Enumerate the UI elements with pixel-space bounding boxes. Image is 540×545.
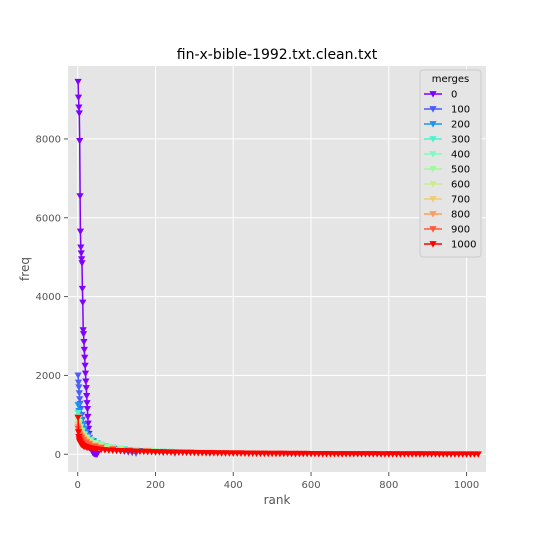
legend-marker-800 [429,211,437,218]
legend-label-600: 600 [451,180,470,191]
series-1000 [74,414,482,458]
y-tick-label: 2000 [36,371,61,382]
y-tick-label: 8000 [36,134,61,145]
series-point-0 [77,250,85,257]
legend-marker-600 [429,181,437,188]
series-point-0 [79,327,87,334]
x-tick-label: 200 [146,480,165,491]
series-point-0 [82,385,90,392]
legend-label-500: 500 [451,165,470,176]
series-point-0 [77,244,85,251]
series-point-0 [78,285,86,293]
legend-label-300: 300 [451,135,470,146]
series-point-0 [84,413,92,421]
plot-area-background [68,66,486,472]
legend-label-200: 200 [451,120,470,131]
legend-marker-200 [429,121,437,128]
series-point-0 [80,346,88,354]
x-tick-label: 1000 [454,480,479,491]
series-point-0 [74,78,82,86]
legend-marker-100 [429,106,437,113]
series-point-0 [74,94,83,102]
axes-layer: 0 200 400 600 800 1000 0 2000 4000 6000 8000 [36,134,480,491]
series-point-100 [75,390,83,397]
y-tick-label: 6000 [36,213,61,224]
legend-label-400: 400 [451,150,470,161]
series-point-0 [76,193,84,200]
series-point-0 [83,406,92,413]
series-point-0 [76,138,84,145]
legend-marker-0 [429,91,437,98]
legend-marker-900 [429,226,437,233]
series-layer [74,78,482,458]
series-point-300 [74,409,82,417]
legend-label-800: 800 [451,210,470,221]
legend-marker-700 [429,196,437,203]
legend-label-1000: 1000 [451,240,476,251]
legend-label-100: 100 [451,105,470,116]
legend-marker-1000 [429,241,437,248]
legend: merges 0 100 200 300 400 500 600 700 800 900 1000 [419,69,482,258]
series-point-0 [83,400,91,407]
series-point-0 [80,339,88,346]
series-point-0 [78,260,86,267]
legend-title: merges [432,74,470,85]
series-point-0 [81,362,89,370]
series-point-1000 [474,451,482,458]
series-point-0 [76,228,85,236]
legend-box [419,69,482,258]
series-point-200 [74,402,82,409]
series-point-1000 [74,429,83,436]
series-point-100 [74,372,82,380]
series-point-0 [82,378,90,385]
series-point-100 [75,384,83,391]
x-tick-label: 0 [75,480,81,491]
chart-title: fin-x-bible-1992.txt.clean.txt [177,47,378,63]
legend-label-900: 900 [451,225,470,236]
series-point-900 [82,439,90,447]
y-axis-label: freq [18,257,32,281]
series-point-0 [75,110,83,117]
legend-label-700: 700 [451,195,470,206]
y-tick-label: 0 [55,450,61,461]
series-point-0 [75,104,83,111]
series-point-0 [78,256,86,263]
series-point-0 [93,451,101,458]
series-point-0 [83,393,91,400]
x-tick-label: 600 [301,480,320,491]
legend-marker-400 [429,151,437,158]
series-point-100 [76,396,84,403]
x-axis-label: rank [264,493,291,507]
series-point-0 [81,370,90,378]
y-tick-label: 4000 [36,292,61,303]
legend-marker-300 [429,136,437,143]
legend-marker-500 [429,166,437,173]
series-point-0 [79,299,87,307]
series-point-0 [81,354,89,362]
series-point-1000 [74,414,82,422]
x-tick-label: 400 [224,480,243,491]
x-tick-label: 800 [379,480,398,491]
series-point-100 [74,379,83,387]
legend-label-0: 0 [451,90,457,101]
series-point-0 [79,331,88,338]
